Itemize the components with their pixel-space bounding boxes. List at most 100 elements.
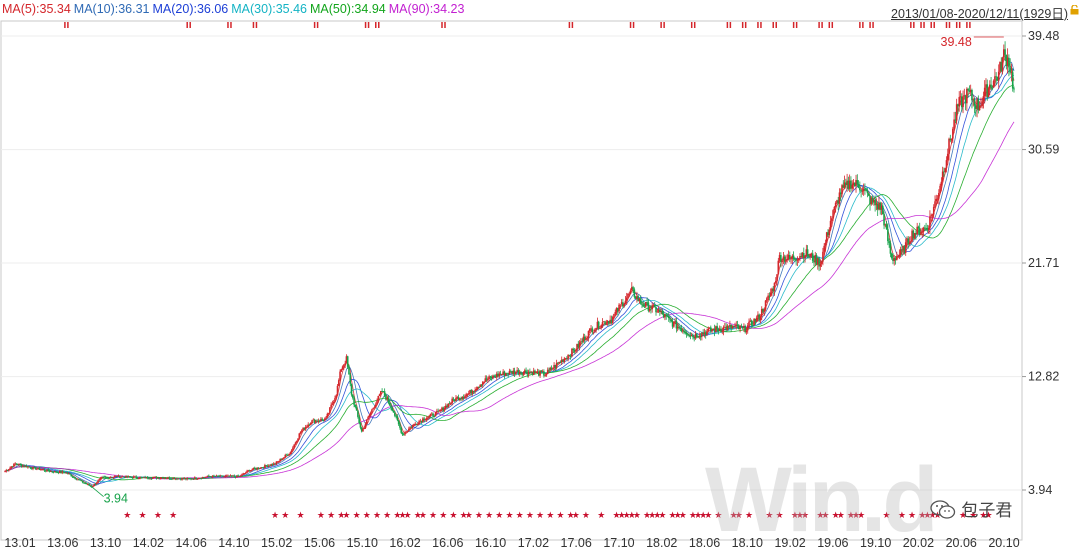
candle-body	[611, 316, 614, 323]
candle-body	[818, 258, 820, 267]
candle-body	[906, 238, 908, 243]
candle-body	[683, 330, 685, 333]
candle-body	[743, 326, 745, 328]
star-marker: ★	[730, 511, 738, 521]
candle-body	[997, 71, 1000, 81]
top-event-marker	[313, 22, 316, 28]
top-event-marker	[186, 22, 188, 28]
candle-body	[508, 370, 511, 375]
candle-body	[712, 328, 715, 330]
candle-body	[509, 370, 512, 372]
candle-body	[41, 469, 43, 471]
candle-body	[131, 477, 134, 479]
candle-body	[822, 251, 824, 262]
candle-body	[823, 245, 825, 252]
x-tick-label: 19.02	[774, 536, 805, 550]
candle-body	[437, 410, 439, 412]
star-marker: ★	[556, 511, 564, 521]
candle-body	[368, 415, 371, 418]
candle-body	[727, 325, 730, 327]
candle-body	[839, 192, 842, 195]
candle-body	[703, 332, 706, 334]
candle-body	[842, 185, 845, 188]
candle-body	[292, 447, 294, 451]
star-marker: ★	[908, 511, 916, 521]
candle-body	[85, 483, 88, 485]
top-event-marker	[792, 22, 795, 28]
star-marker: ★	[801, 511, 809, 521]
candle-body	[645, 302, 647, 307]
candle-body	[656, 311, 659, 313]
candle-body	[182, 478, 185, 479]
top-event-marker	[744, 22, 747, 28]
candle-body	[883, 214, 885, 226]
candle-body	[493, 375, 496, 377]
y-tick-label: 21.71	[1028, 256, 1059, 270]
date-range-label[interactable]: 2013/01/08-2020/12/11(1929日)	[891, 7, 1068, 21]
candle-body	[294, 442, 297, 445]
candle-body	[34, 467, 37, 470]
candle-body	[763, 309, 766, 312]
candle-body	[780, 255, 782, 262]
candle-body	[470, 390, 473, 394]
ma-line	[4, 84, 1015, 481]
candle-body	[720, 328, 722, 332]
candle-body	[192, 478, 195, 480]
top-event-marker	[726, 22, 729, 28]
lock-icon[interactable]	[1070, 5, 1079, 15]
candle-body	[224, 476, 227, 477]
candle-body	[980, 105, 982, 107]
candle-body	[796, 259, 799, 261]
candle-body	[893, 258, 896, 261]
candle-body	[222, 475, 224, 477]
x-tick-label: 13.06	[47, 536, 78, 550]
candle-body	[902, 246, 904, 251]
candle-body	[178, 478, 181, 480]
candle-body	[614, 312, 617, 314]
candle-body	[400, 427, 403, 433]
x-tick-label: 14.02	[133, 536, 164, 550]
candle-body	[205, 476, 208, 478]
candle-body	[453, 399, 456, 402]
candle-body	[168, 477, 171, 479]
candle-body	[265, 465, 267, 466]
candle-body	[22, 465, 24, 467]
candle-body	[623, 303, 625, 307]
candle-body	[606, 320, 609, 324]
candle-body	[687, 334, 689, 336]
candle-body	[488, 376, 490, 379]
candle-body	[422, 418, 424, 422]
candle-body	[160, 477, 163, 479]
candle-body	[744, 326, 746, 333]
candle-body	[609, 319, 611, 324]
candle-body	[631, 287, 633, 291]
candle-body	[325, 417, 327, 419]
candle-body	[502, 371, 504, 375]
candle-body	[667, 316, 670, 319]
x-tick-label: 19.06	[817, 536, 848, 550]
candle-body	[898, 254, 901, 257]
candle-body	[521, 372, 524, 375]
candle-body	[401, 432, 404, 435]
candle-body	[377, 395, 380, 402]
candle-body	[853, 182, 856, 187]
candle-body	[938, 192, 940, 199]
candle-body	[37, 467, 39, 469]
candle-body	[75, 478, 78, 480]
candle-body	[791, 255, 794, 259]
candle-body	[601, 322, 604, 326]
candle-body	[892, 258, 894, 261]
star-marker: ★	[852, 511, 860, 521]
candle-body	[358, 416, 360, 423]
candle-body	[143, 476, 145, 478]
candle-body	[494, 376, 497, 378]
candle-body	[199, 478, 201, 479]
candle-body	[158, 477, 160, 479]
candle-body	[706, 330, 708, 336]
candle-body	[580, 341, 582, 343]
candle-body	[1005, 54, 1008, 67]
candle-body	[908, 242, 911, 245]
x-tick-label: 20.06	[946, 536, 977, 550]
y-tick-label: 3.94	[1028, 483, 1052, 497]
